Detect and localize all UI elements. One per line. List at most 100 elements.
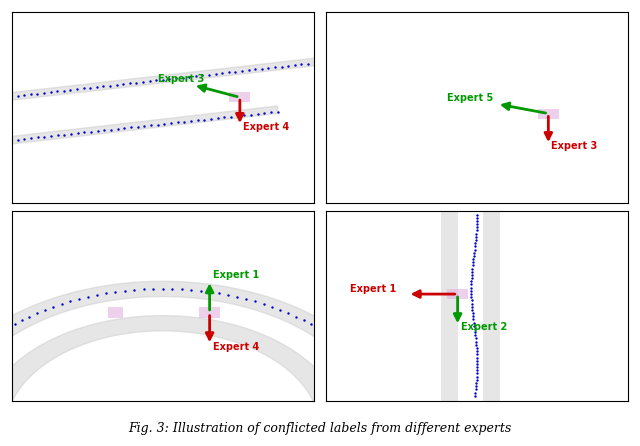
Point — [12, 92, 22, 99]
Point — [467, 303, 477, 310]
Point — [298, 317, 308, 324]
Point — [26, 91, 36, 98]
Point — [72, 130, 83, 137]
Text: Fig. 3: Illustration of conflicted labels from different experts: Fig. 3: Illustration of conflicted label… — [129, 422, 511, 435]
Point — [164, 75, 175, 83]
Point — [105, 82, 115, 89]
Point — [197, 72, 207, 79]
Point — [266, 109, 276, 116]
Point — [226, 113, 236, 120]
Point — [157, 285, 168, 293]
Point — [131, 79, 141, 86]
Point — [472, 211, 483, 218]
Point — [179, 118, 189, 125]
Point — [159, 120, 170, 128]
Point — [472, 224, 482, 231]
Point — [470, 236, 481, 244]
Point — [66, 130, 76, 137]
Point — [232, 293, 243, 301]
Point — [65, 87, 76, 94]
Point — [138, 78, 148, 86]
FancyBboxPatch shape — [229, 91, 250, 102]
Point — [472, 351, 482, 358]
Polygon shape — [12, 106, 278, 144]
Point — [205, 289, 215, 296]
Point — [92, 83, 102, 91]
Point — [223, 69, 234, 76]
Point — [241, 296, 252, 303]
Point — [204, 71, 214, 78]
Point — [52, 88, 62, 95]
Point — [267, 303, 277, 310]
Point — [83, 293, 93, 301]
Point — [33, 134, 43, 141]
FancyBboxPatch shape — [447, 289, 468, 299]
Point — [468, 313, 478, 320]
Polygon shape — [0, 316, 341, 413]
Point — [250, 298, 260, 305]
Point — [120, 287, 130, 294]
Point — [472, 373, 482, 380]
Point — [173, 119, 183, 126]
Point — [467, 268, 477, 275]
Text: Expert 3: Expert 3 — [552, 141, 598, 151]
Point — [470, 335, 481, 342]
Point — [237, 67, 247, 74]
Point — [19, 135, 29, 142]
Point — [106, 126, 116, 133]
Point — [113, 125, 123, 132]
Polygon shape — [12, 58, 314, 100]
Point — [17, 317, 27, 324]
Point — [171, 74, 181, 82]
Point — [57, 301, 67, 308]
Point — [468, 316, 479, 323]
Point — [148, 285, 158, 293]
Point — [32, 90, 42, 97]
Point — [275, 306, 285, 314]
Point — [12, 136, 22, 143]
Point — [139, 122, 149, 129]
Text: Expert 1: Expert 1 — [350, 285, 397, 294]
Point — [467, 262, 477, 269]
Point — [26, 135, 36, 142]
Point — [471, 230, 481, 237]
Point — [257, 65, 267, 72]
Point — [303, 60, 313, 67]
Point — [468, 252, 479, 260]
Point — [24, 313, 35, 320]
Point — [472, 367, 483, 374]
Point — [471, 341, 481, 348]
Point — [270, 64, 280, 71]
Point — [166, 120, 176, 127]
Point — [291, 313, 301, 320]
Point — [85, 84, 95, 91]
Point — [125, 80, 135, 87]
Point — [472, 214, 483, 221]
Point — [19, 91, 29, 99]
Point — [232, 112, 243, 120]
Point — [466, 281, 476, 288]
Point — [111, 81, 122, 88]
Point — [101, 290, 111, 297]
Point — [472, 370, 482, 377]
Point — [467, 300, 477, 307]
Point — [239, 112, 250, 119]
Point — [263, 65, 273, 72]
Point — [469, 322, 479, 329]
Point — [289, 62, 300, 69]
Point — [472, 357, 483, 364]
Point — [193, 117, 203, 124]
Point — [470, 243, 480, 250]
Point — [212, 115, 223, 122]
Point — [177, 74, 188, 81]
Point — [259, 301, 269, 308]
Point — [230, 68, 241, 75]
Point — [469, 246, 479, 253]
Point — [472, 220, 482, 227]
Point — [470, 392, 480, 399]
Text: Expert 1: Expert 1 — [212, 270, 259, 281]
Point — [243, 66, 253, 74]
FancyBboxPatch shape — [108, 307, 124, 318]
Point — [40, 306, 51, 314]
Point — [466, 287, 476, 294]
